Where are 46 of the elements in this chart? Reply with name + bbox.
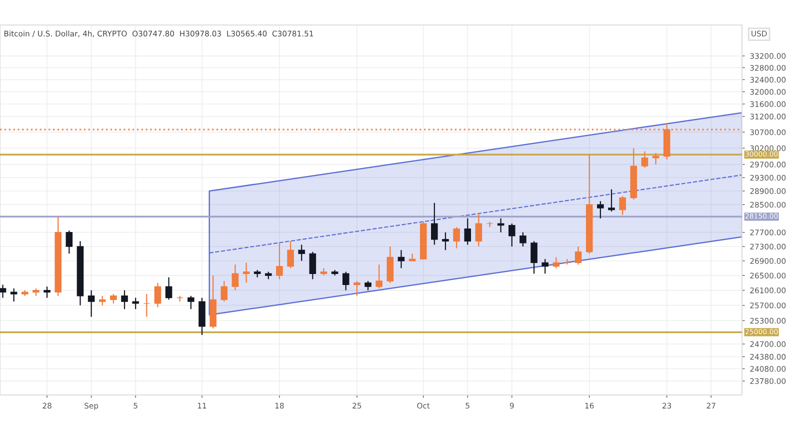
candlestick bbox=[342, 271, 350, 291]
candlestick bbox=[641, 150, 648, 168]
candlestick bbox=[552, 256, 560, 269]
candlestick bbox=[619, 196, 626, 216]
candlestick bbox=[508, 223, 516, 248]
candlestick bbox=[530, 240, 538, 274]
candlestick bbox=[121, 290, 128, 310]
candlestick bbox=[320, 268, 328, 276]
candlestick bbox=[188, 295, 194, 310]
candlestick bbox=[354, 280, 360, 296]
candlestick bbox=[442, 232, 449, 251]
candlestick bbox=[464, 218, 472, 246]
candlestick bbox=[564, 258, 571, 266]
candlestick bbox=[309, 251, 316, 280]
candlestick bbox=[574, 246, 582, 266]
candlestick bbox=[453, 226, 460, 249]
candlestick bbox=[376, 264, 382, 289]
candlestick bbox=[386, 246, 394, 284]
candlestick bbox=[608, 188, 615, 212]
candlestick bbox=[143, 293, 150, 318]
candlestick bbox=[98, 295, 106, 306]
candlestick bbox=[10, 288, 18, 302]
candlestick bbox=[497, 218, 504, 233]
candlestick bbox=[132, 297, 139, 310]
candlestick bbox=[431, 202, 438, 246]
candlestick bbox=[88, 290, 95, 318]
candlestick bbox=[232, 264, 239, 291]
candlestick bbox=[486, 221, 494, 228]
candlestick bbox=[398, 250, 405, 269]
candlestick bbox=[520, 232, 526, 248]
candlestick bbox=[287, 240, 294, 269]
candlestick bbox=[408, 253, 416, 262]
candlestick bbox=[110, 293, 117, 304]
candlestick bbox=[542, 258, 548, 274]
candlestick bbox=[0, 284, 6, 298]
candlestick bbox=[242, 262, 250, 284]
candlestick bbox=[165, 276, 172, 300]
candlestick bbox=[597, 200, 604, 219]
candlestick bbox=[276, 242, 283, 280]
candlestick bbox=[298, 244, 305, 262]
candlestick bbox=[220, 280, 228, 302]
candlestick bbox=[66, 230, 73, 254]
candlestick bbox=[44, 286, 50, 298]
candlestick bbox=[475, 212, 482, 248]
candlestick bbox=[364, 280, 372, 291]
candlestick bbox=[154, 282, 162, 308]
